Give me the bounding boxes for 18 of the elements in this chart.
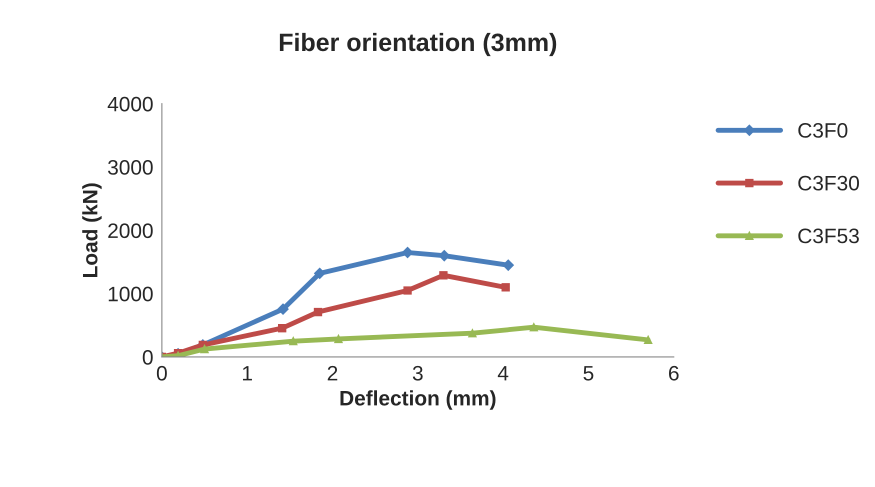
x-axis-title: Deflection (mm) [340,390,496,410]
x-tick-label: 0 [156,366,167,381]
y-tick-label: 1000 [108,286,153,302]
legend-label: C3F30 [798,176,859,191]
x-tick-label: 1 [242,366,252,380]
x-tick-label: 4 [498,366,508,380]
x-tick-label: 2 [328,366,338,380]
legend-label: C3F0 [798,123,848,138]
y-tick-label: 4000 [108,96,153,112]
chart-title: Fiber orientation (3mm) [280,32,556,56]
y-tick-label: 0 [142,350,153,365]
x-tick-label: 6 [669,366,679,381]
y-axis-title: Load (kN) [82,183,102,277]
legend-label: C3F53 [798,228,859,244]
x-tick-label: 3 [412,366,423,381]
x-tick-label: 5 [583,366,594,381]
y-tick-label: 3000 [108,160,153,175]
y-tick-label: 2000 [108,223,153,238]
